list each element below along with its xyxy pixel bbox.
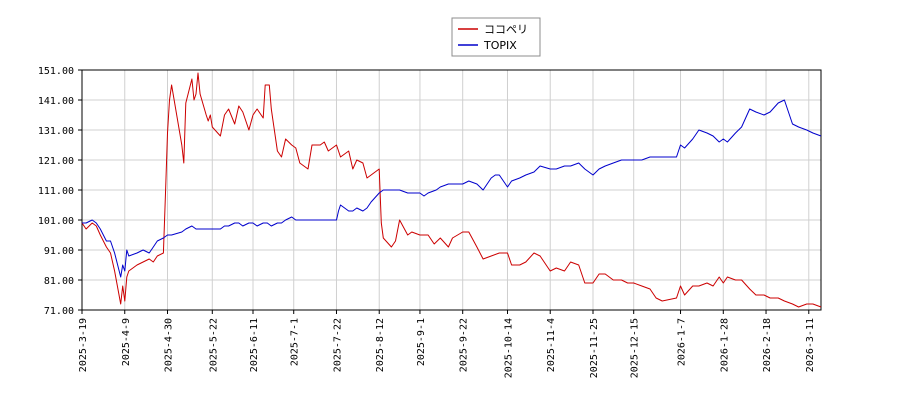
- x-axis-ticks: 2025-3-19 2025-4-9 2025-4-30 2025-5-22 2025-…: [78, 310, 816, 378]
- x-tick-label: 2025-4-30: [164, 318, 175, 372]
- x-tick-label: 2025-5-22: [208, 318, 219, 372]
- x-tick-label: 2025-4-9: [121, 318, 132, 366]
- x-tick-label: 2025-11-4: [546, 318, 557, 372]
- legend-label-series-1: ココペリ: [484, 23, 528, 36]
- legend-label-series-2: TOPIX: [483, 39, 517, 52]
- x-tick-label: 2025-3-19: [78, 318, 89, 372]
- x-tick-label: 2026-2-18: [762, 318, 773, 372]
- y-tick-label: 121.00: [38, 156, 74, 167]
- legend: ココペリ TOPIX: [451, 17, 541, 57]
- x-tick-label: 2026-1-28: [719, 318, 730, 372]
- series-line-1: [81, 72, 822, 308]
- x-tick-label: 2025-9-22: [459, 318, 470, 372]
- x-tick-label: 2025-7-1: [290, 318, 301, 366]
- series: [81, 72, 822, 308]
- x-tick-label: 2025-11-25: [589, 318, 600, 378]
- x-tick-label: 2025-8-12: [375, 318, 386, 372]
- grid: [81, 69, 821, 311]
- y-tick-label: 111.00: [38, 186, 74, 197]
- series-line-2: [82, 99, 822, 278]
- y-tick-label: 81.00: [44, 276, 74, 287]
- y-tick-label: 71.00: [44, 306, 74, 317]
- y-tick-label: 141.00: [38, 96, 74, 107]
- y-tick-label: 151.00: [38, 66, 74, 77]
- y-tick-label: 131.00: [38, 126, 74, 137]
- x-tick-label: 2026-1-7: [677, 318, 688, 366]
- legend-box: [451, 17, 541, 57]
- x-tick-label: 2025-10-14: [503, 318, 514, 378]
- x-tick-label: 2026-3-11: [805, 318, 816, 372]
- y-tick-label: 91.00: [44, 246, 74, 257]
- x-tick-label: 2025-9-1: [416, 318, 427, 366]
- x-tick-label: 2025-6-11: [249, 318, 260, 372]
- y-tick-label: 101.00: [38, 216, 74, 227]
- y-axis-ticks: 71.00 81.00 91.00 101.00 111.00 121.00 131.00 1…: [38, 66, 82, 317]
- x-tick-label: 2025-12-15: [630, 318, 641, 378]
- x-tick-label: 2025-7-22: [332, 318, 343, 372]
